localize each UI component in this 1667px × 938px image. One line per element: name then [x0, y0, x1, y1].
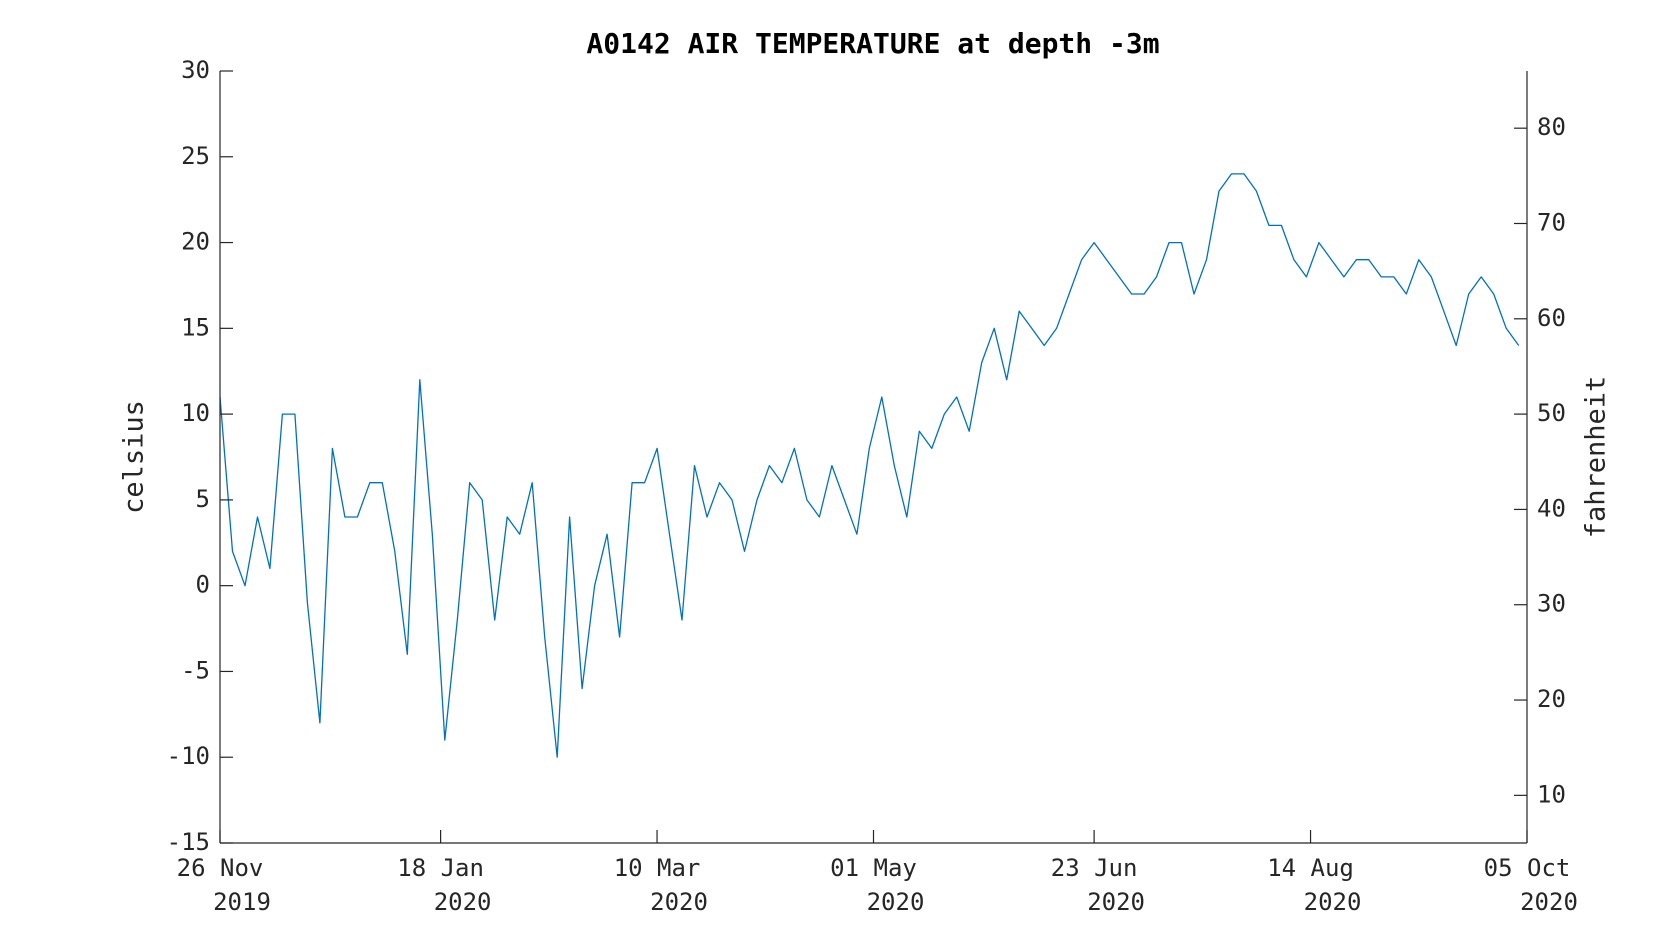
x-tick-label: 2020: [1304, 888, 1362, 916]
y2-tick-label: 30: [1537, 590, 1566, 618]
x-tick-label: 01 May: [830, 854, 917, 882]
y2-tick-label: 50: [1537, 399, 1566, 427]
x-tick-label: 2020: [1087, 888, 1145, 916]
y2-tick-label: 80: [1537, 113, 1566, 141]
y-tick-label: -5: [181, 656, 210, 684]
x-tick-label: 23 Jun: [1051, 854, 1138, 882]
y-tick-label: 5: [196, 485, 210, 513]
y2-tick-label: 10: [1537, 780, 1566, 808]
x-tick-label: 18 Jan: [397, 854, 484, 882]
y-tick-label: 20: [181, 228, 210, 256]
x-tick-label: 2020: [434, 888, 492, 916]
y-tick-label: 30: [181, 56, 210, 84]
y2-axis-label: fahrenheit: [1581, 376, 1612, 539]
y2-tick-label: 40: [1537, 494, 1566, 522]
y2-tick-label: 70: [1537, 208, 1566, 236]
x-tick-label: 2020: [867, 888, 925, 916]
y-tick-label: 10: [181, 399, 210, 427]
y-tick-label: 25: [181, 142, 210, 170]
x-tick-label: 2020: [1520, 888, 1578, 916]
data-line: [219, 173, 1520, 758]
x-tick-label: 26 Nov: [177, 854, 264, 882]
y-axis-label: celsius: [119, 400, 150, 514]
x-tick-label: 2020: [650, 888, 708, 916]
x-tick-label: 10 Mar: [614, 854, 701, 882]
y-tick-label: 15: [181, 313, 210, 341]
chart-title: A0142 AIR TEMPERATURE at depth -3m: [586, 27, 1159, 60]
y-tick-label: -15: [167, 828, 210, 856]
y-tick-label: 0: [196, 571, 210, 599]
x-tick-label: 2019: [213, 888, 271, 916]
x-tick-label: 05 Oct: [1484, 854, 1571, 882]
y2-tick-label: 20: [1537, 685, 1566, 713]
y2-tick-label: 60: [1537, 304, 1566, 332]
x-tick-label: 14 Aug: [1267, 854, 1354, 882]
y-tick-label: -10: [167, 742, 210, 770]
